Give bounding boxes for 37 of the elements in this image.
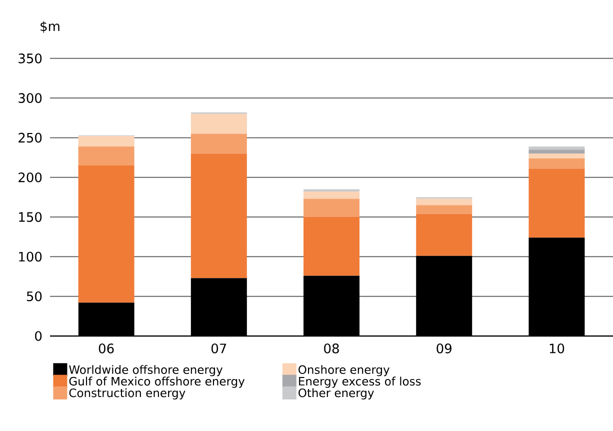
bar [528,150,585,154]
bar [304,192,360,199]
x-tick-label: 09 [436,344,452,354]
bar [416,205,472,214]
legend-label: Onshore energy [298,365,390,376]
bar [190,134,247,154]
bar [78,165,134,303]
y-axis-title: $m [40,21,60,33]
bar [416,214,472,256]
bar [304,198,360,218]
x-tick-label: 06 [98,344,114,354]
bar [528,146,585,150]
y-tick-label: 0 [35,331,42,341]
bar [304,217,360,276]
legend-label: Construction energy [69,388,186,400]
bar [78,146,134,166]
y-tick-label: 150 [19,212,42,222]
x-tick-label: 10 [550,344,564,354]
bar [190,114,247,134]
y-tick-label: 250 [18,132,42,143]
y-tick-label: 300 [18,93,42,103]
bar [528,168,585,238]
y-tick-label: 100 [19,252,42,262]
bar [190,154,247,278]
legend-label: Gulf of Mexico offshore energy [69,376,245,388]
y-tick-label: 350 [18,53,42,64]
bar [528,158,585,169]
y-tick-label: 200 [18,172,42,182]
legend-label: Other energy [298,388,374,400]
x-tick-label: 08 [324,344,339,354]
bar [78,136,134,146]
bar [416,198,472,206]
legend-label: Worldwide offshore energy [69,365,223,376]
x-tick-label: 07 [211,344,226,354]
bar [528,154,585,158]
legend-label: Energy excess of loss [299,376,421,388]
y-tick-label: 50 [26,291,42,302]
